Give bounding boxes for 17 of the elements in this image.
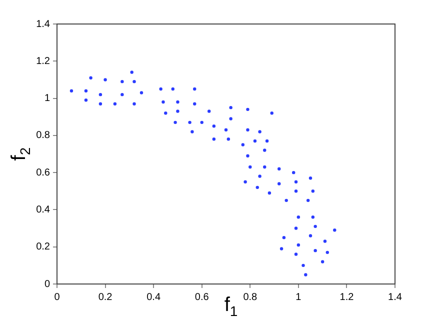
- y-tick-label: 0.8: [36, 130, 50, 142]
- x-tick-label: 0.8: [243, 292, 258, 303]
- x-tick-label: 1.2: [340, 292, 354, 303]
- x-axis-title: f$_{1}$: [224, 294, 238, 319]
- x-tick-label: 1.4: [388, 292, 402, 303]
- y-tick-label: 0.2: [36, 242, 50, 253]
- x-tick-label: 0.6: [194, 292, 210, 303]
- x-tick-label: 0: [54, 292, 60, 303]
- y-tick-label: 1.2: [36, 56, 50, 67]
- y-tick-label: 1: [44, 93, 50, 104]
- y-tick-label: 0: [44, 278, 50, 290]
- y-tick-label: 1.4: [36, 18, 50, 30]
- y-tick-label: 0.6: [36, 167, 50, 178]
- x-tick-label: 0.4: [146, 292, 161, 303]
- x-tick-label: 1: [296, 292, 302, 303]
- x-tick-label: 0.2: [98, 292, 113, 303]
- y-tick-label: 0.4: [36, 204, 50, 216]
